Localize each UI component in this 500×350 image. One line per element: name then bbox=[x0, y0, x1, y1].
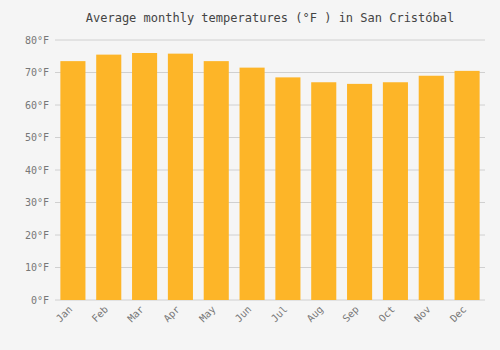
background bbox=[0, 0, 500, 350]
chart-title: Average monthly temperatures (°F ) in Sa… bbox=[86, 11, 454, 25]
y-tick-label: 0°F bbox=[31, 295, 49, 306]
bar bbox=[347, 84, 372, 300]
bar bbox=[168, 54, 193, 300]
y-tick-label: 40°F bbox=[25, 165, 49, 176]
bar bbox=[132, 53, 157, 300]
bar bbox=[240, 68, 265, 300]
x-tick-label: Jun bbox=[233, 304, 254, 325]
bar bbox=[275, 77, 300, 300]
bar bbox=[311, 82, 336, 300]
chart-svg: Average monthly temperatures (°F ) in Sa… bbox=[0, 0, 500, 350]
x-tick-label: Jul bbox=[269, 304, 290, 325]
x-tick-label: Apr bbox=[161, 304, 182, 325]
y-tick-label: 80°F bbox=[25, 35, 49, 46]
x-tick-label: Aug bbox=[305, 304, 326, 325]
bars bbox=[60, 53, 479, 300]
y-axis: 0°F 10°F 20°F 30°F 40°F 50°F 60°F 70°F 80°F bbox=[25, 35, 485, 306]
x-tick-label: Jan bbox=[54, 304, 75, 325]
y-tick-label: 60°F bbox=[25, 100, 49, 111]
x-tick-label: Mar bbox=[125, 304, 146, 325]
bar bbox=[204, 61, 229, 300]
bar bbox=[383, 82, 408, 300]
y-tick-label: 10°F bbox=[25, 262, 49, 273]
x-tick-label: Feb bbox=[90, 304, 111, 325]
x-tick-label: Nov bbox=[412, 304, 433, 325]
y-tick-label: 70°F bbox=[25, 67, 49, 78]
x-tick-label: May bbox=[197, 304, 218, 325]
x-tick-label: Oct bbox=[376, 304, 397, 325]
y-tick-label: 20°F bbox=[25, 230, 49, 241]
x-axis: Jan Feb Mar Apr May Jun Jul Aug Sep Oct Nov Dec bbox=[54, 304, 469, 325]
chart-container: Average monthly temperatures (°F ) in Sa… bbox=[0, 0, 500, 350]
bar bbox=[455, 71, 480, 300]
bar bbox=[60, 61, 85, 300]
bar bbox=[419, 76, 444, 300]
grid-line bbox=[55, 40, 485, 41]
x-tick-label: Sep bbox=[340, 304, 361, 325]
y-tick-label: 30°F bbox=[25, 197, 49, 208]
y-tick-label: 50°F bbox=[25, 132, 49, 143]
bar bbox=[96, 55, 121, 300]
x-tick-label: Dec bbox=[448, 304, 469, 325]
